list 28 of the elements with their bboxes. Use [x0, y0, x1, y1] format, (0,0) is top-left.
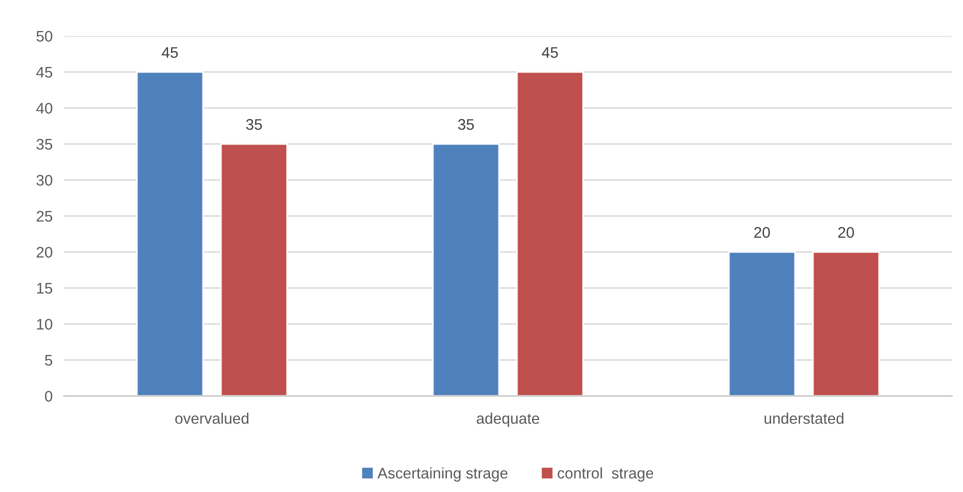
y-tick-label: 50: [36, 30, 52, 42]
data-label: 45: [162, 47, 178, 58]
y-tick-label: 45: [36, 67, 52, 78]
y-tick-label: 40: [36, 102, 52, 114]
data-label: 20: [754, 227, 770, 238]
bar: [516, 71, 584, 396]
bar: [728, 251, 796, 396]
data-label: 45: [542, 47, 558, 58]
y-tick-label: 10: [37, 318, 52, 330]
y-tick-label: 20: [36, 246, 52, 258]
bar: [136, 71, 204, 396]
x-tick-label: overvalued: [175, 412, 248, 424]
x-tick-label: adequate: [476, 412, 540, 427]
bar: [432, 143, 500, 396]
data-label: 35: [246, 119, 262, 130]
y-tick-label: 25: [36, 210, 52, 222]
y-tick-label: 30: [36, 174, 52, 186]
y-tick-label: 35: [36, 138, 52, 150]
bar: [220, 143, 288, 396]
data-label: 35: [458, 119, 474, 130]
y-tick-label: 5: [45, 355, 52, 366]
legend-label: Ascertaining strage: [377, 467, 508, 482]
x-tick-label: understated: [764, 412, 844, 424]
legend-label: control strage: [558, 467, 654, 482]
data-label: 20: [838, 227, 854, 238]
bar: [812, 251, 880, 396]
y-tick-label: 15: [37, 283, 52, 294]
y-tick-label: 0: [44, 390, 52, 402]
